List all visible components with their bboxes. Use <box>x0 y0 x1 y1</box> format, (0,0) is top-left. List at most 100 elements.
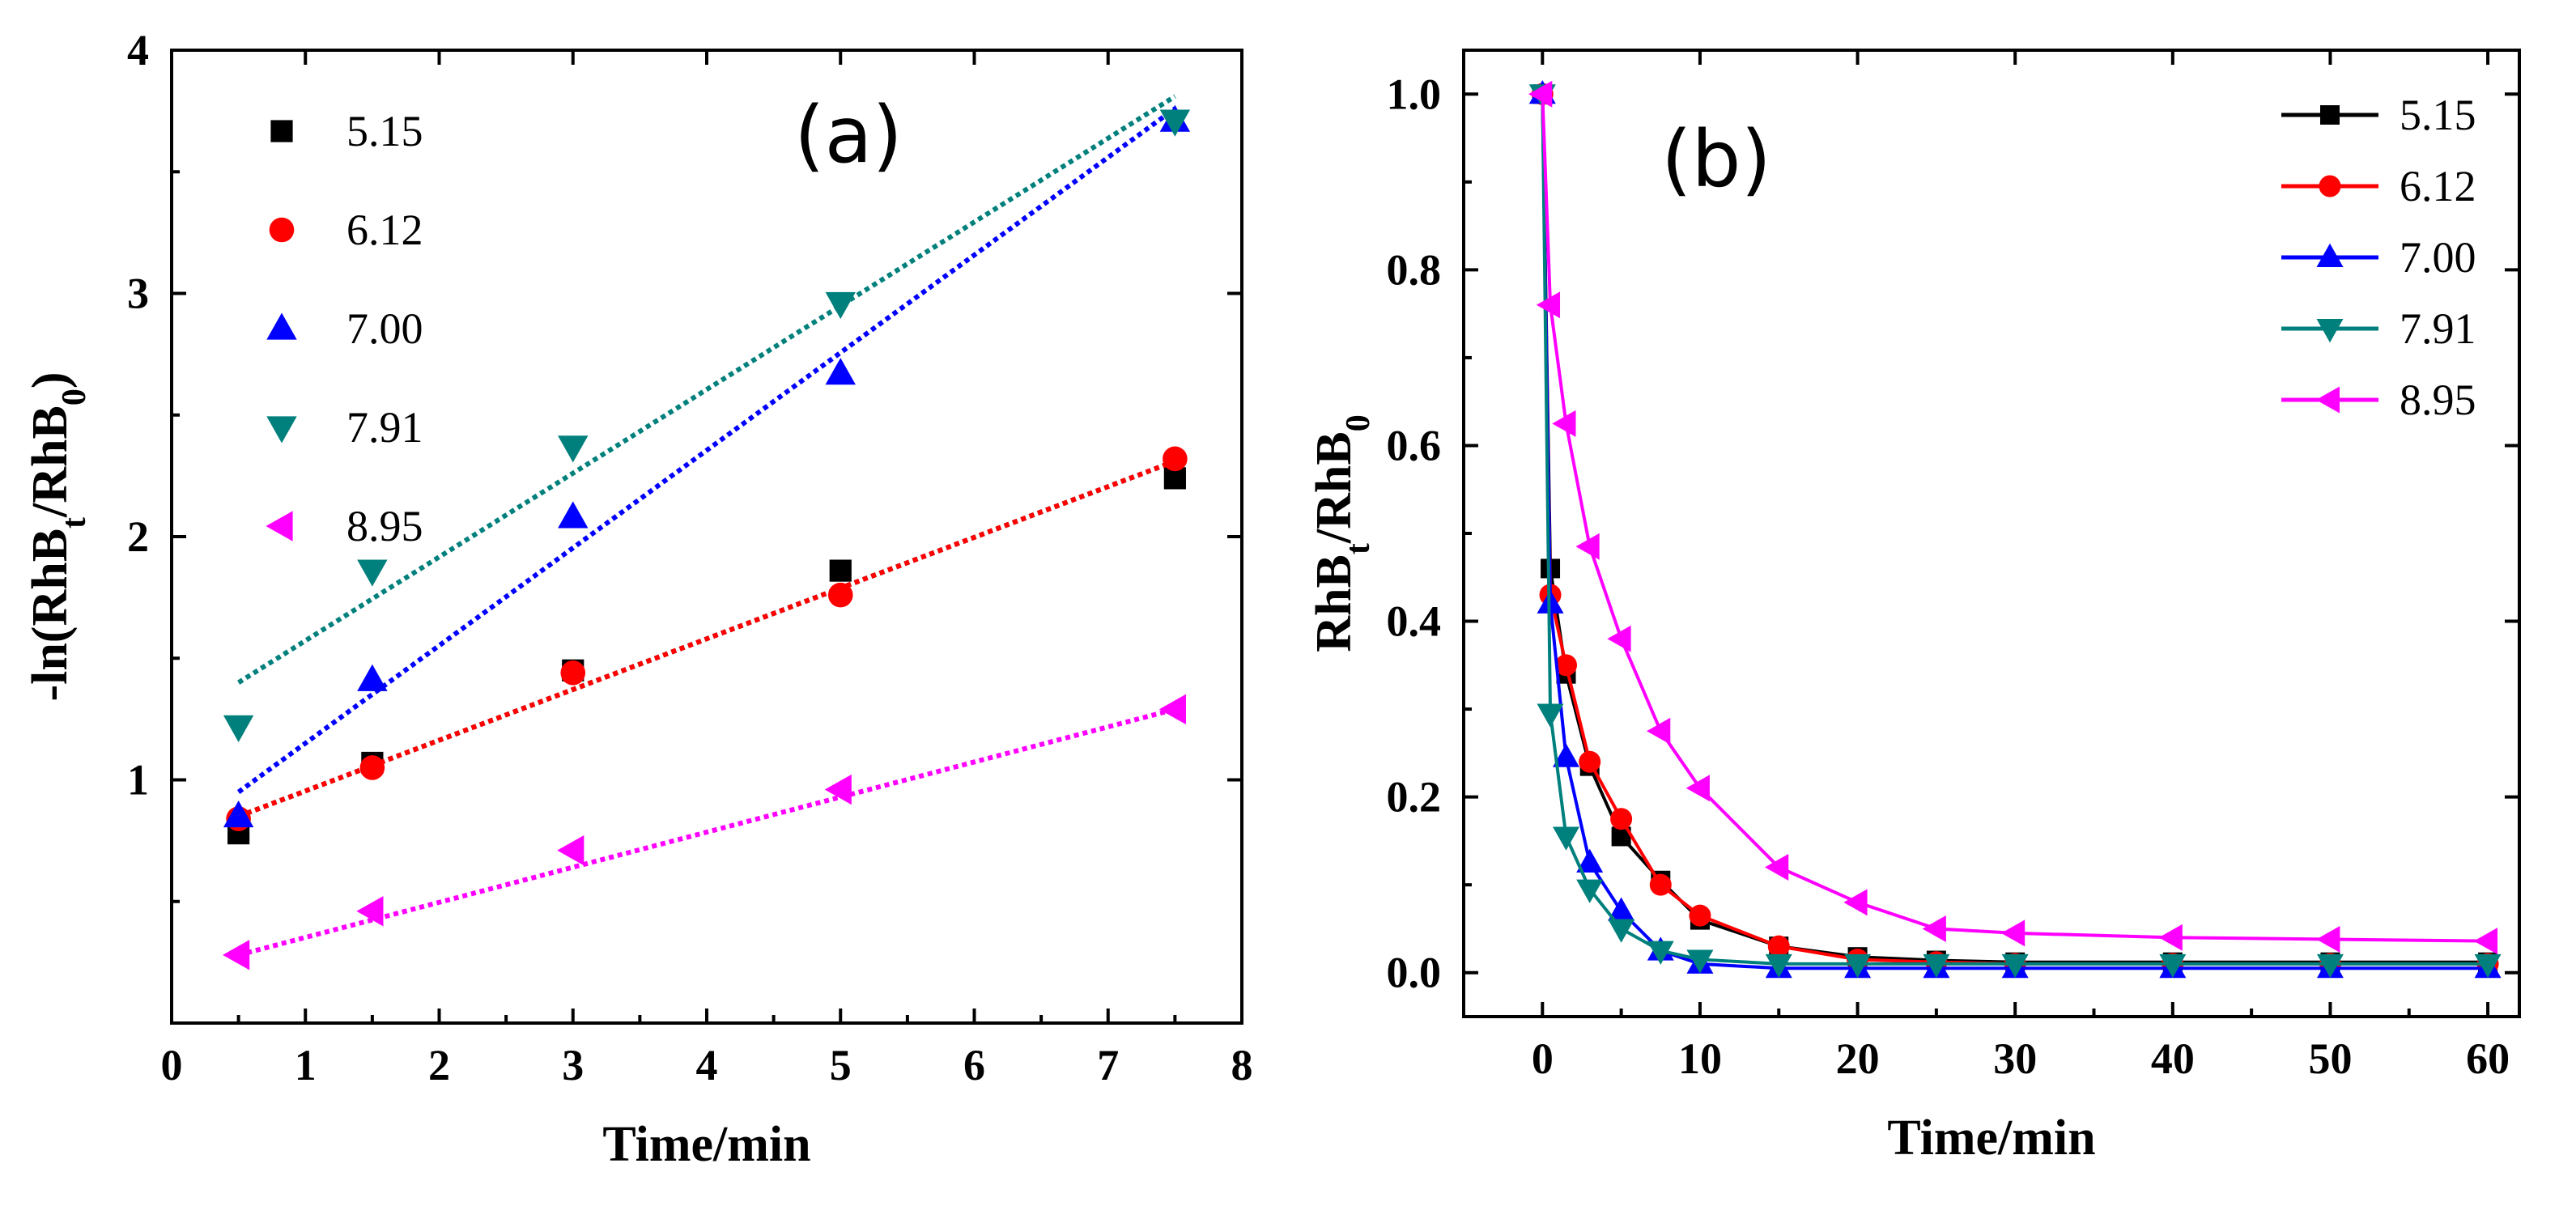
series-6.12 <box>1531 83 2499 975</box>
series-8.95 <box>223 694 1186 970</box>
data-point <box>1576 879 1604 903</box>
data-point <box>560 660 586 686</box>
x-tick-label: 1 <box>295 1041 317 1089</box>
data-point <box>827 582 853 608</box>
data-point <box>1685 775 1710 802</box>
x-tick-label: 5 <box>830 1041 852 1089</box>
legend-item: 7.91 <box>266 403 423 452</box>
x-tick-label: 30 <box>1993 1034 2037 1083</box>
data-point <box>2316 925 2340 953</box>
data-point <box>1537 703 1564 728</box>
legend-label: 5.15 <box>346 107 423 155</box>
x-tick-label: 2 <box>428 1041 450 1089</box>
legend-marker <box>269 217 295 243</box>
data-point <box>829 559 852 582</box>
x-axis-title: Time/min <box>602 1117 810 1172</box>
data-point <box>1765 853 1789 881</box>
data-point <box>2474 953 2502 979</box>
legend-item: 7.00 <box>2281 233 2476 282</box>
legend-marker <box>270 120 293 142</box>
panel-b-chart: 0 10 20 30 40 50 60 0.0 0.2 0.4 0.6 0.8 1.0 Time/min R… <box>1307 49 2521 1166</box>
legend-marker <box>2316 319 2344 343</box>
data-point <box>824 774 852 805</box>
data-point <box>2158 924 2183 951</box>
legend-item: 6.12 <box>2281 162 2476 210</box>
y-axis-title-part: /RhB <box>23 406 78 518</box>
legend-marker <box>266 511 293 541</box>
data-point <box>1923 953 1950 979</box>
plot-frame <box>170 49 1243 1025</box>
series-8.95 <box>1528 80 2498 955</box>
y-axis-title-part: ) <box>23 372 78 389</box>
legend-item: 8.95 <box>266 502 423 550</box>
legend-marker <box>2320 105 2340 125</box>
series-line <box>1541 94 2489 943</box>
data-point <box>1607 625 1631 652</box>
data-point <box>2316 953 2344 979</box>
fit-line <box>237 459 1176 819</box>
y-tick-label: 0.4 <box>1387 597 1442 646</box>
panel-label: (a) <box>794 90 903 180</box>
data-point <box>223 715 254 742</box>
series-line <box>1541 94 2489 970</box>
y-tick-label: 0.2 <box>1387 773 1442 822</box>
data-point <box>1647 717 1671 745</box>
data-point <box>2473 928 2498 955</box>
data-point <box>1649 873 1672 896</box>
series-7.91 <box>1528 84 2502 979</box>
data-point <box>1159 109 1191 137</box>
data-point <box>1610 808 1633 830</box>
legend-label: 6.12 <box>346 206 423 254</box>
data-point <box>1576 848 1604 873</box>
y-axis-title-subscript: 0 <box>56 389 93 406</box>
y-axis-title-subscript: t <box>56 517 93 529</box>
data-point <box>1843 889 1868 916</box>
legend-item: 7.91 <box>2281 304 2476 353</box>
y-axis-title-part: -ln(RhB <box>23 529 78 702</box>
y-tick-label: 1 <box>127 756 149 805</box>
fit-line <box>237 94 1176 685</box>
data-point <box>1765 953 1792 979</box>
x-tick-label: 4 <box>696 1041 718 1089</box>
y-tick-label: 0.0 <box>1387 949 1442 997</box>
legend-label: 8.95 <box>346 502 423 550</box>
legend-item: 6.12 <box>269 206 423 254</box>
x-tick-label: 60 <box>2466 1034 2510 1083</box>
x-tick-label: 40 <box>2151 1034 2195 1083</box>
data-point <box>1575 533 1600 560</box>
legend-marker <box>2319 175 2341 197</box>
data-point <box>1555 654 1578 677</box>
x-tick-label: 0 <box>1532 1034 1554 1083</box>
legend-item: 8.95 <box>2281 376 2476 424</box>
data-point <box>1767 935 1790 958</box>
y-tick-label: 3 <box>127 270 149 318</box>
legend-label: 7.00 <box>2400 233 2476 282</box>
data-point <box>2001 953 2029 979</box>
x-axis-title: Time/min <box>1887 1110 2095 1166</box>
x-tick-label: 7 <box>1097 1041 1119 1089</box>
legend-label: 5.15 <box>2400 91 2476 139</box>
x-tick-label: 50 <box>2308 1034 2352 1083</box>
data-point <box>357 664 388 691</box>
legend-label: 7.91 <box>346 403 423 452</box>
y-axis-title-subscript: t <box>1340 543 1377 554</box>
legend-item: 5.15 <box>2281 91 2476 139</box>
data-point <box>1553 826 1580 851</box>
y-tick-label: 2 <box>127 512 149 561</box>
data-point <box>223 800 254 828</box>
data-point <box>558 501 589 529</box>
data-point <box>1844 953 1872 979</box>
legend-marker <box>266 416 297 444</box>
series-6.12 <box>226 446 1188 831</box>
legend: 5.15 6.12 7.00 7.91 8.95 <box>266 107 423 550</box>
legend-item: 7.00 <box>266 304 423 353</box>
data-point <box>223 940 250 970</box>
data-point <box>356 896 384 927</box>
data-point <box>1553 743 1580 767</box>
y-tick-label: 4 <box>127 26 149 74</box>
legend-marker <box>2316 243 2344 267</box>
data-point <box>1686 949 1714 974</box>
fit-line <box>237 707 1176 958</box>
x-tick-label: 8 <box>1231 1041 1253 1089</box>
